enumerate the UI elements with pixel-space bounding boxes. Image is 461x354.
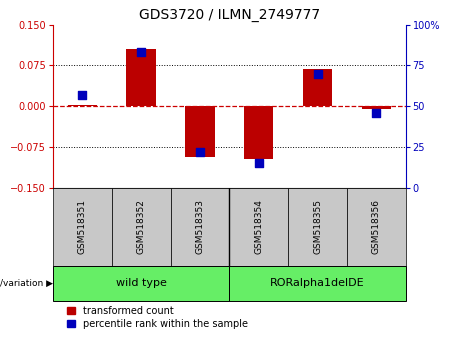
Text: wild type: wild type: [116, 278, 166, 288]
Title: GDS3720 / ILMN_2749777: GDS3720 / ILMN_2749777: [139, 8, 320, 22]
Bar: [244, 106, 273, 159]
FancyBboxPatch shape: [53, 266, 230, 301]
Point: [314, 71, 321, 76]
Bar: [126, 49, 156, 106]
Text: RORalpha1delDE: RORalpha1delDE: [270, 278, 365, 288]
Point: [79, 92, 86, 98]
Point: [255, 160, 262, 166]
Text: genotype/variation ▶: genotype/variation ▶: [0, 279, 53, 288]
Text: GSM518352: GSM518352: [136, 199, 146, 254]
Text: GSM518354: GSM518354: [254, 199, 263, 254]
FancyBboxPatch shape: [288, 188, 347, 266]
FancyBboxPatch shape: [171, 188, 230, 266]
Bar: [361, 106, 391, 109]
Bar: [185, 106, 215, 157]
Point: [372, 110, 380, 115]
Text: GSM518351: GSM518351: [78, 199, 87, 254]
Legend: transformed count, percentile rank within the sample: transformed count, percentile rank withi…: [67, 306, 248, 329]
FancyBboxPatch shape: [53, 188, 112, 266]
FancyBboxPatch shape: [347, 188, 406, 266]
Bar: [303, 69, 332, 106]
Text: GSM518355: GSM518355: [313, 199, 322, 254]
Point: [137, 50, 145, 55]
Point: [196, 149, 204, 155]
Text: GSM518356: GSM518356: [372, 199, 381, 254]
FancyBboxPatch shape: [230, 266, 406, 301]
FancyBboxPatch shape: [230, 188, 288, 266]
FancyBboxPatch shape: [112, 188, 171, 266]
Bar: [68, 104, 97, 106]
Text: GSM518353: GSM518353: [195, 199, 205, 254]
